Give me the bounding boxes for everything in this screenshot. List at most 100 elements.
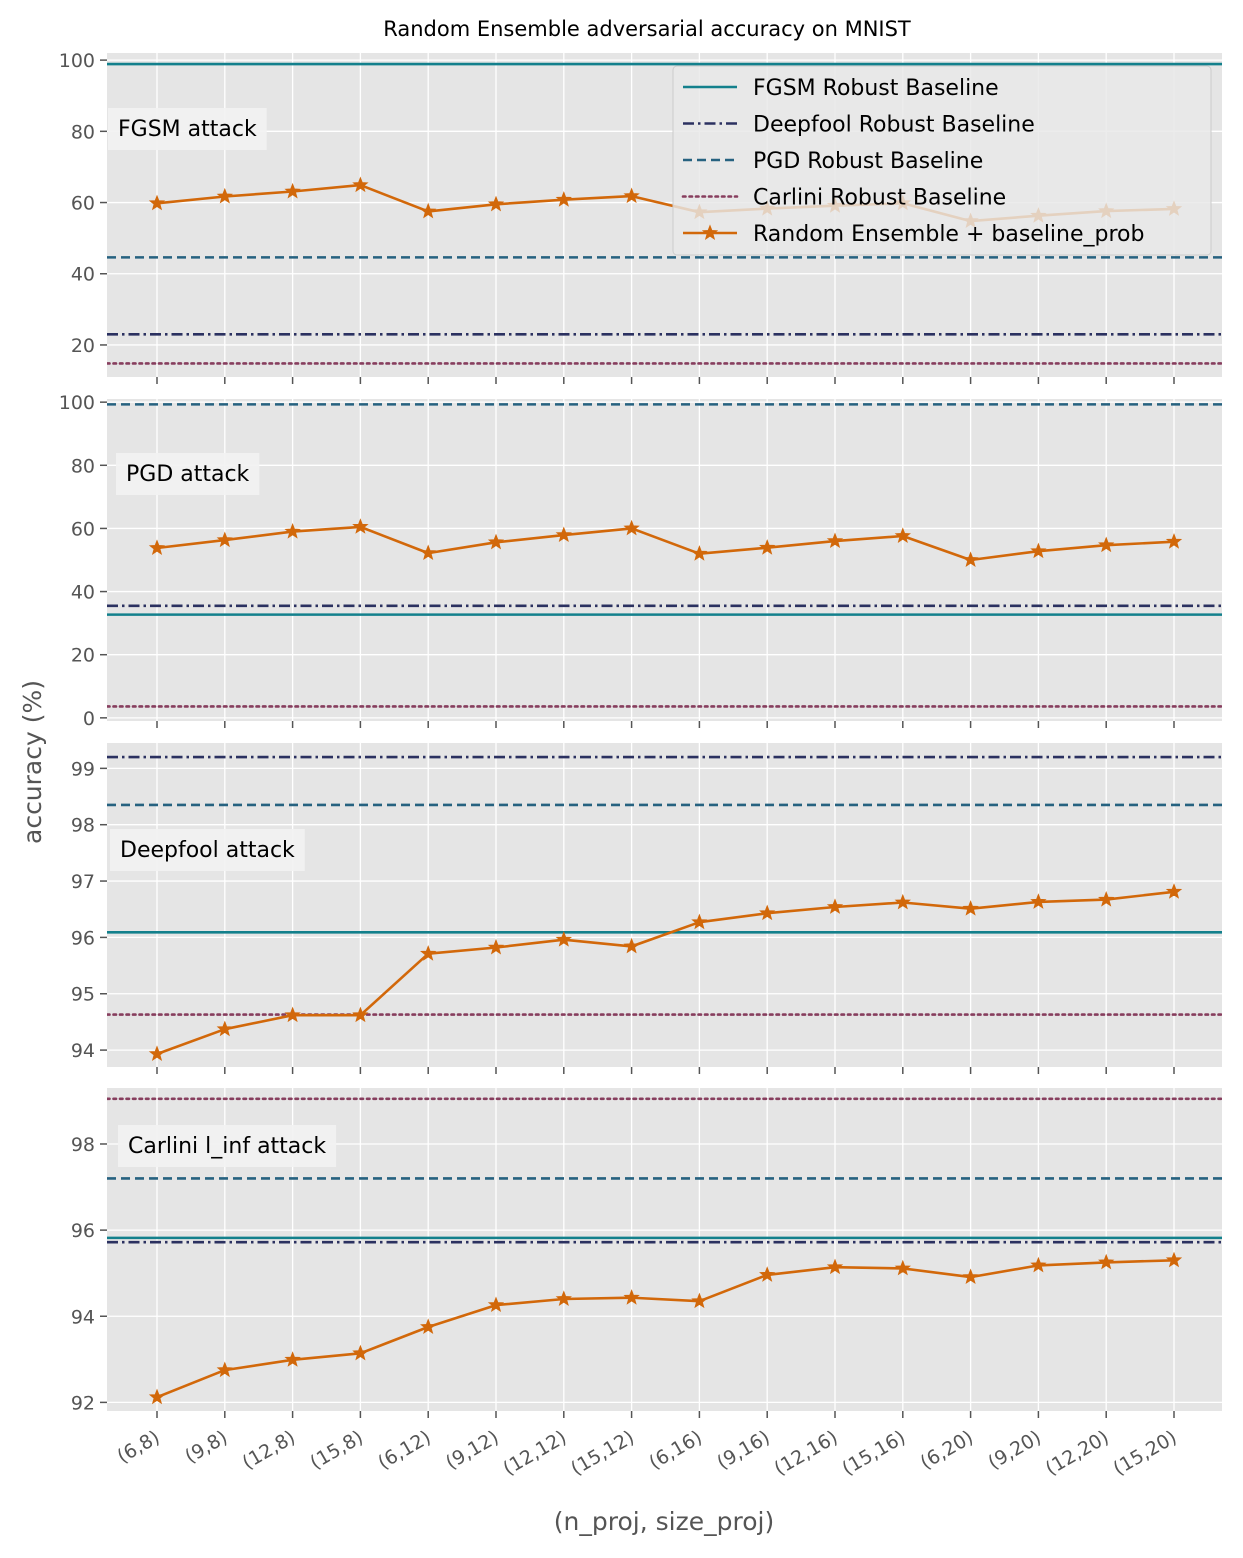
legend-label: Deepfool Robust Baseline [753, 113, 1035, 138]
ensemble-data-point [352, 518, 369, 534]
x-tick-label: (9,16) [713, 1426, 773, 1474]
ensemble-data-point [555, 931, 572, 947]
y-tick-label: 60 [71, 518, 95, 540]
ensemble-data-point [420, 202, 437, 219]
ensemble-data-point [691, 1292, 708, 1309]
x-tick-label: (15,20) [1110, 1426, 1181, 1480]
ensemble-data-point [894, 1259, 911, 1276]
ensemble-data-point [216, 187, 233, 204]
svg-text:PGD attack: PGD attack [126, 462, 250, 487]
legend: FGSM Robust Baseline Deepfool Robust Base… [672, 65, 1212, 256]
ensemble-data-point [759, 539, 776, 555]
x-ticks-layer: (6,8) (9,8) (12,8) (15,8) (6,12) (9,12)(12,12… [113, 1426, 1180, 1480]
ensemble-data-point [420, 1318, 437, 1335]
attack-annotation-box [110, 829, 305, 871]
y-tick-label: 100 [59, 50, 95, 72]
ensemble-data-point [691, 545, 708, 561]
x-tick-label: (6,16) [645, 1426, 705, 1474]
legend-label: Carlini Robust Baseline [753, 186, 1006, 211]
attack-annotation: Carlini l_inf attack [118, 1125, 337, 1167]
y-tick-label: 40 [71, 582, 95, 604]
ensemble-data-point [1098, 1253, 1115, 1270]
x-tick-label: (6,12) [374, 1426, 434, 1474]
ensemble-data-point [487, 1296, 505, 1312]
x-axis-label: (n_proj, size_proj) [554, 1507, 774, 1536]
x-tick-label: (6,8) [113, 1426, 163, 1468]
panel-2: 0 20 40 60 80 100 PGD attack [59, 392, 1222, 730]
ensemble-series-line [156, 890, 1175, 1056]
ensemble-data-point [623, 937, 640, 954]
y-tick-label: 99 [71, 758, 95, 780]
legend-label: FGSM Robust Baseline [753, 76, 999, 101]
ensemble-data-point [284, 522, 301, 539]
ensemble-data-point [216, 1020, 233, 1037]
svg-text:Carlini l_inf attack: Carlini l_inf attack [128, 1134, 326, 1159]
legend-entry: Deepfool Robust Baseline [683, 113, 1035, 138]
attack-annotation: Deepfool attack [110, 829, 305, 871]
ensemble-data-point [623, 187, 640, 204]
legend-label: PGD Robust Baseline [753, 149, 983, 174]
ensemble-data-point [284, 1351, 301, 1367]
ensemble-data-point [352, 1344, 369, 1361]
attack-annotation-box [118, 1125, 337, 1167]
ensemble-data-point [759, 904, 776, 921]
y-tick-label: 0 [83, 708, 95, 730]
ensemble-data-point [962, 1268, 979, 1284]
legend-entry: Random Ensemble + baseline_prob [683, 222, 1144, 247]
ensemble-data-point [555, 1290, 572, 1307]
chart-title: Random Ensemble adversarial accuracy on … [383, 17, 911, 41]
ensemble-data-point [691, 913, 708, 930]
y-tick-label: 92 [71, 1392, 95, 1414]
ensemble-data-point [420, 544, 437, 560]
y-tick-label: 20 [71, 645, 95, 667]
ensemble-data-point [1030, 893, 1047, 909]
y-tick-label: 95 [71, 984, 95, 1006]
legend-box [672, 65, 1212, 256]
ensemble-data-point [148, 1045, 166, 1062]
y-tick-label: 60 [71, 193, 95, 215]
x-tick-label: (12,20) [1042, 1426, 1113, 1480]
panel-3: 94 95 96 97 98 99 Deepfool attack [71, 743, 1222, 1074]
ensemble-data-point [216, 1361, 233, 1378]
ensemble-data-point [420, 945, 437, 961]
ensemble-data-point [1098, 536, 1115, 553]
y-tick-label: 98 [71, 815, 95, 837]
ensemble-data-point [962, 551, 979, 568]
ensemble-data-point [148, 1388, 166, 1405]
svg-text:Deepfool attack: Deepfool attack [120, 838, 295, 863]
ensemble-data-point [487, 195, 505, 212]
ensemble-data-point [826, 898, 844, 914]
x-tick-label: (15,16) [838, 1426, 909, 1480]
y-tick-label: 94 [71, 1306, 95, 1328]
y-axis-label: accuracy (%) [18, 680, 47, 844]
y-tick-label: 40 [71, 264, 95, 286]
ensemble-data-point [352, 176, 369, 193]
ensemble-data-point [1165, 1251, 1183, 1268]
legend-entry: PGD Robust Baseline [683, 149, 983, 174]
svg-text:FGSM attack: FGSM attack [118, 117, 257, 142]
panel-background [107, 399, 1222, 721]
attack-annotation: PGD attack [116, 453, 260, 495]
legend-star-marker [701, 224, 719, 241]
ensemble-data-point [894, 893, 911, 910]
ensemble-data-point [352, 1006, 369, 1023]
attack-annotation-box [108, 108, 267, 150]
x-tick-label: (12,12) [499, 1426, 570, 1480]
ensemble-data-point [1098, 890, 1115, 907]
ensemble-data-point [1030, 542, 1047, 559]
attack-annotation-box [116, 453, 260, 495]
ensemble-data-point [487, 938, 505, 955]
legend-entry: Carlini Robust Baseline [681, 186, 1006, 211]
y-tick-label: 97 [71, 871, 95, 893]
x-tick-label: (9,8) [181, 1426, 231, 1468]
x-tick-label: (12,8) [239, 1426, 299, 1474]
panel-4: 92 94 96 98 Carlini l_inf attack [71, 1088, 1222, 1418]
ensemble-series-line [156, 525, 1175, 562]
x-tick-label: (6,20) [917, 1426, 977, 1474]
ensemble-data-point [623, 519, 640, 536]
y-tick-label: 20 [71, 335, 95, 357]
y-tick-label: 94 [71, 1040, 95, 1062]
ensemble-data-point [216, 531, 233, 548]
